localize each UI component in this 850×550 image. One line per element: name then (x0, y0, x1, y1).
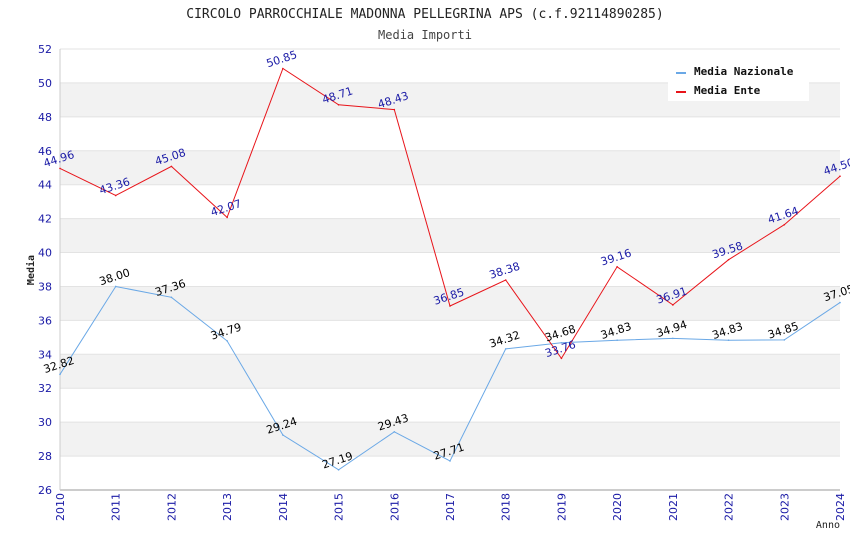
data-point (337, 104, 340, 106)
y-axis-label: Media (25, 255, 37, 285)
data-label: 38.00 (98, 266, 132, 288)
data-point (839, 175, 841, 178)
data-point (59, 167, 61, 170)
y-tick-label: 26 (38, 484, 52, 497)
data-point (393, 431, 396, 433)
data-point (504, 348, 507, 350)
series-group (59, 67, 841, 471)
y-tick-label: 50 (38, 77, 52, 90)
data-point (337, 469, 340, 471)
x-tick-label: 2016 (388, 493, 401, 521)
data-point (449, 305, 451, 307)
y-tick-labels: 26 28 30 32 34 36 38 40 42 44 46 48 50 52 (38, 43, 52, 497)
data-point (504, 279, 507, 281)
x-tick-label: 2017 (444, 493, 457, 521)
data-point (616, 265, 618, 268)
data-point (727, 258, 730, 261)
legend: Media Nazionale Media Ente (668, 61, 809, 101)
data-label: 50.85 (265, 48, 299, 70)
data-point (560, 357, 563, 360)
x-tick-label: 2012 (165, 493, 178, 521)
x-tick-label: 2015 (333, 493, 346, 521)
grid-band (60, 286, 840, 321)
grid-band (60, 218, 840, 253)
grid-lines (60, 48, 840, 491)
data-point (59, 373, 61, 376)
data-point (170, 165, 173, 168)
data-label: 34.83 (711, 320, 745, 342)
x-tick-labels: 2010 2011 2012 2013 2014 2015 2016 2017 2018 2019… (54, 493, 847, 521)
y-tick-label: 46 (38, 145, 52, 158)
data-point (560, 341, 563, 344)
y-tick-label: 52 (38, 43, 52, 56)
y-tick-label: 28 (38, 450, 52, 463)
y-tick-label: 44 (38, 179, 52, 192)
x-tick-label: 2018 (500, 493, 513, 521)
legend-label-media-nazionale: Media Nazionale (694, 65, 794, 78)
data-point (114, 285, 117, 288)
grid-band (60, 354, 840, 389)
x-tick-label: 2013 (221, 493, 234, 521)
data-point (783, 223, 786, 226)
grid-band (60, 422, 840, 457)
data-point (226, 340, 228, 342)
data-point (727, 339, 730, 342)
x-tick-label: 2022 (723, 493, 736, 521)
x-axis-label: Anno (816, 520, 840, 531)
x-tick-label: 2024 (834, 493, 847, 521)
legend-label-media-ente: Media Ente (694, 84, 761, 97)
data-point (672, 304, 674, 306)
data-label: 34.83 (599, 320, 633, 342)
data-point (226, 216, 228, 219)
data-label: 34.79 (209, 321, 243, 343)
data-point (616, 339, 618, 342)
x-tick-label: 2021 (667, 493, 680, 521)
x-tick-label: 2019 (555, 493, 568, 521)
data-point (282, 434, 284, 436)
data-point (672, 337, 674, 340)
y-tick-label: 40 (38, 247, 52, 260)
y-tick-label: 34 (38, 348, 52, 361)
y-tick-label: 32 (38, 382, 52, 395)
chart-title: CIRCOLO PARROCCHIALE MADONNA PELLEGRINA … (186, 7, 663, 22)
x-tick-label: 2011 (110, 493, 123, 521)
data-point (393, 108, 396, 111)
y-tick-label: 36 (38, 314, 52, 327)
data-label: 38.38 (488, 260, 522, 282)
data-point (449, 460, 451, 462)
data-point (839, 301, 841, 304)
legend-box (668, 61, 809, 101)
grid-bands (60, 82, 840, 457)
data-point (114, 194, 117, 197)
chart-subtitle: Media Importi (378, 28, 472, 42)
x-tick-label: 2020 (611, 493, 624, 521)
y-tick-label: 30 (38, 416, 52, 429)
data-label: 37.05 (822, 282, 850, 304)
data-label: 34.94 (655, 318, 689, 340)
data-point (783, 339, 786, 341)
data-label: 34.85 (766, 320, 800, 342)
grid-band (60, 150, 840, 185)
x-tick-label: 2014 (277, 493, 290, 521)
data-point (282, 67, 284, 70)
y-tick-label: 48 (38, 111, 52, 124)
data-point (170, 296, 173, 299)
y-tick-label: 38 (38, 280, 52, 293)
y-tick-label: 42 (38, 213, 52, 226)
x-tick-label: 2010 (54, 493, 67, 521)
x-tick-label: 2023 (778, 493, 791, 521)
